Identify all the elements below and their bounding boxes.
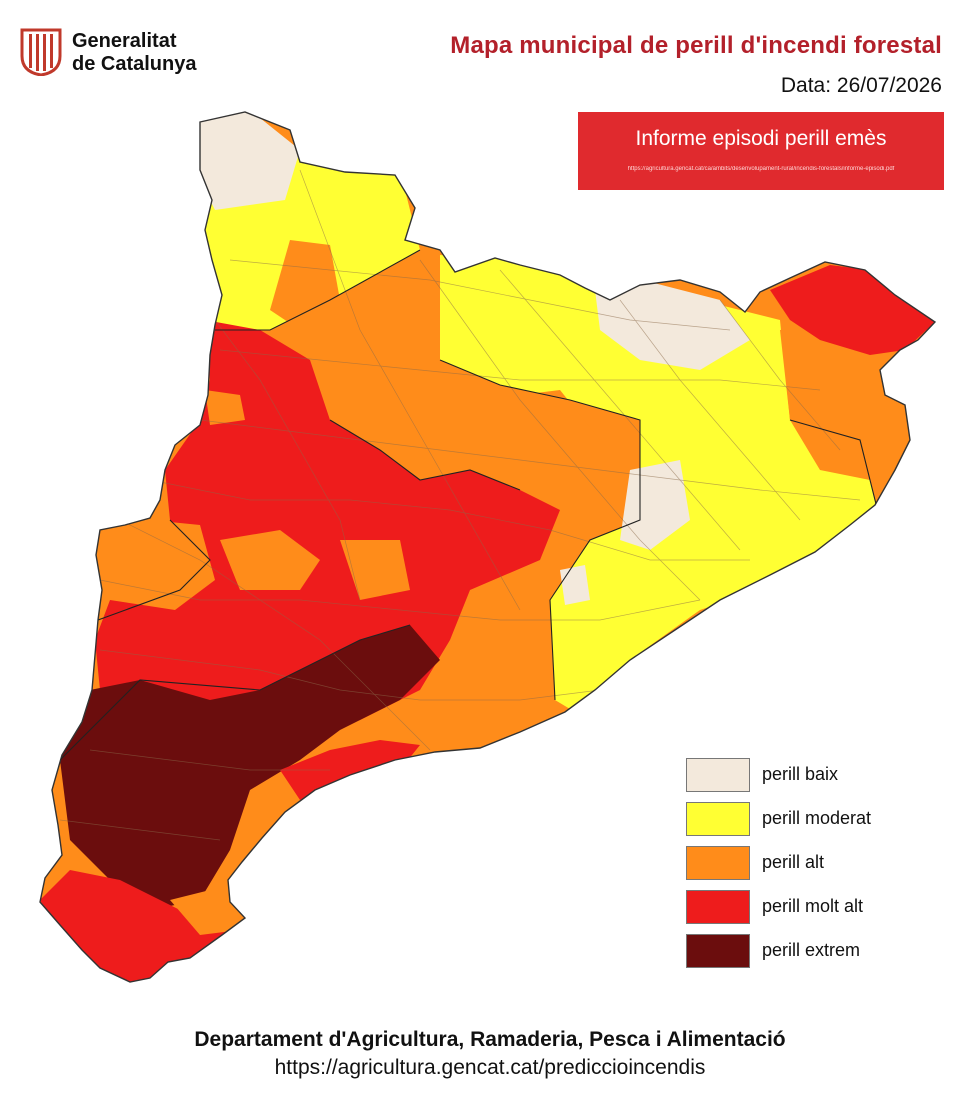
- zone-northeast-molt-alt: [770, 265, 935, 355]
- zone-west-alt-4: [205, 390, 245, 425]
- legend-swatch-molt-alt: [686, 890, 750, 924]
- legend-swatch-baix: [686, 758, 750, 792]
- map-date: Data: 26/07/2026: [780, 74, 942, 97]
- zone-west-molt-alt: [95, 320, 560, 740]
- zone-coast-molt-alt: [280, 740, 420, 800]
- zone-west-alt: [98, 520, 215, 610]
- legend-label-extrem: perill extrem: [762, 940, 861, 960]
- zone-delta-alt: [170, 890, 245, 935]
- map-legend: perill baix perill moderat perill alt pe…: [686, 754, 926, 974]
- zone-north-baix: [195, 112, 300, 210]
- zone-delta-molt-alt: [40, 870, 240, 982]
- legend-swatch-moderat: [686, 802, 750, 836]
- footer-department: Departament d'Agricultura, Ramaderia, Pe…: [194, 1028, 786, 1051]
- legend-label-alt: perill alt: [762, 852, 825, 872]
- zone-center-baix: [620, 460, 690, 550]
- catalonia-fire-danger-map: [39, 111, 937, 983]
- generalitat-logo: Generalitat de Catalunya: [20, 28, 230, 84]
- report-episode-link-text: https://agricultura.gencat.cat/ca/ambits…: [627, 166, 895, 172]
- report-episode-button[interactable]: Informe episodi perill emès https://agri…: [578, 112, 944, 190]
- catalonia-outline: [39, 111, 937, 983]
- legend-label-baix: perill baix: [762, 764, 839, 784]
- legend-swatch-alt: [686, 846, 750, 880]
- legend-item-alt: perill alt: [686, 842, 926, 886]
- legend-item-baix: perill baix: [686, 754, 926, 798]
- legend-item-molt-alt: perill molt alt: [686, 886, 926, 930]
- zone-southwest-extrem: [60, 625, 440, 910]
- municipal-borders: [59, 169, 861, 841]
- zone-west-alt-3: [340, 540, 410, 600]
- report-episode-label: Informe episodi perill emès: [635, 127, 887, 150]
- comarca-borders: [59, 249, 881, 761]
- footer-url-link[interactable]: https://agricultura.gencat.cat/prediccio…: [274, 1056, 706, 1079]
- zone-north-alt: [270, 240, 340, 330]
- zone-west-alt-2: [220, 530, 320, 590]
- map-title: Mapa municipal de perill d'incendi fores…: [450, 32, 942, 59]
- zone-central-alt: [470, 390, 600, 500]
- zone-northeast-alt: [780, 320, 910, 480]
- logo-text: Generalitat de Catalunya: [72, 30, 196, 76]
- legend-swatch-extrem: [686, 934, 750, 968]
- legend-item-extrem: perill extrem: [686, 930, 926, 974]
- zone-south-baix: [560, 565, 590, 605]
- legend-item-moderat: perill moderat: [686, 798, 926, 842]
- generalitat-emblem-icon: [20, 28, 62, 76]
- zone-east-baix: [595, 282, 750, 370]
- logo-line1: Generalitat: [72, 30, 177, 52]
- legend-label-molt-alt: perill molt alt: [762, 896, 864, 916]
- legend-label-moderat: perill moderat: [762, 808, 872, 828]
- logo-line2: de Catalunya: [72, 53, 197, 75]
